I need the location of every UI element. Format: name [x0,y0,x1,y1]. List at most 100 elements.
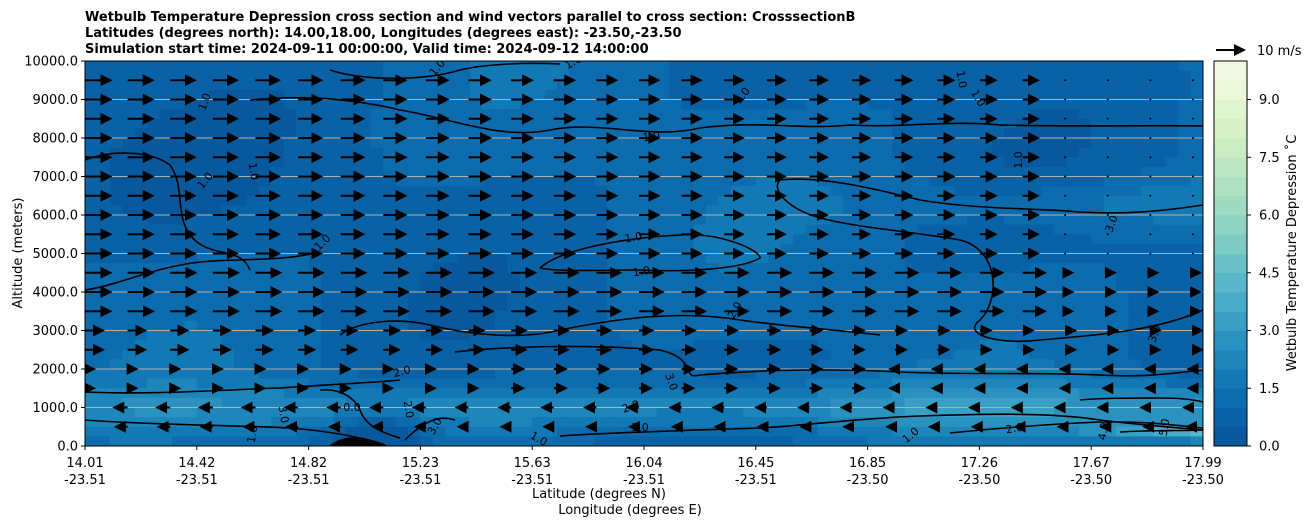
field-cell [1140,388,1154,399]
field-cell [706,224,720,235]
field-cell [892,186,906,197]
field-cell [594,70,608,81]
field-cell [494,99,508,110]
field-cell [196,436,210,446]
field-cell [296,224,310,235]
field-cell [1165,407,1179,418]
field-cell [1091,186,1105,197]
field-cell [234,205,248,216]
wind-vector [1064,233,1067,236]
field-cell [855,263,869,274]
field-cell [867,234,881,245]
field-cell [979,215,993,226]
field-cell [631,80,645,91]
title-line-3: Simulation start time: 2024-09-11 00:00:… [85,42,649,57]
field-cell [1078,128,1092,139]
field-cell [1116,118,1130,129]
field-cell [867,407,881,418]
wind-vector [1149,194,1152,197]
field-cell [929,99,943,110]
field-cell [1165,378,1179,389]
field-cell [805,234,819,245]
field-cell [817,436,831,446]
field-cell [171,99,185,110]
field-cell [1165,138,1179,149]
field-cell [258,205,272,216]
colorbar-swatch [1214,215,1247,235]
field-cell [432,157,446,168]
field-cell [631,436,645,446]
field-cell [1053,61,1067,72]
field-cell [954,436,968,446]
field-cell [445,186,459,197]
field-cell [544,109,558,120]
field-cell [979,282,993,293]
field-cell [519,292,533,303]
field-cell [693,340,707,351]
field-cell [457,99,471,110]
field-cell [308,407,322,418]
field-cell [557,147,571,158]
field-cell [134,263,148,274]
field-cell [880,61,894,72]
field-cell [1178,215,1192,226]
field-cell [892,282,906,293]
field-cell [420,147,434,158]
field-cell [942,388,956,399]
field-cell [345,253,359,264]
field-cell [855,388,869,399]
field-cell [258,138,272,149]
field-cell [457,138,471,149]
field-cell [109,99,123,110]
colorbar-swatch [1214,330,1247,351]
field-cell [793,215,807,226]
field-cell [817,330,831,341]
field-cell [1041,176,1055,187]
field-cell [1140,243,1154,255]
field-cell [432,407,446,418]
wind-vector [1192,137,1194,139]
field-cell [1029,436,1043,446]
field-cell [1004,397,1018,409]
field-cell [109,224,123,235]
field-cell [321,80,335,91]
field-cell [606,320,620,332]
field-cell [817,320,831,332]
field-cell [1004,436,1018,446]
field-cell [470,407,484,418]
field-cell [1016,80,1030,91]
field-cell [1066,243,1080,255]
field-cell [594,263,608,274]
field-cell [345,359,359,370]
field-cell [904,99,918,110]
field-cell [817,388,831,399]
field-cell [1091,215,1105,226]
field-cell [258,224,272,235]
field-cell [221,407,235,418]
field-cell [1078,118,1092,129]
field-cell [470,70,484,81]
field-cell [830,138,844,149]
field-cell [85,89,99,101]
field-cell [805,118,819,129]
field-cell [743,138,757,149]
field-cell [793,243,807,255]
field-cell [594,205,608,216]
field-cell [358,369,372,380]
field-cell [1140,340,1154,351]
field-cell [1153,388,1167,399]
field-cell [892,176,906,187]
wind-vector [1192,117,1194,120]
field-cell [917,70,931,81]
field-cell [557,349,571,360]
field-cell [557,397,571,409]
field-cell [917,272,931,283]
field-cell [122,272,136,283]
field-cell [880,109,894,120]
field-cell [1128,166,1142,178]
field-cell [594,157,608,168]
field-cell [395,253,409,264]
colorbar-swatch [1214,176,1247,197]
field-cell [768,99,782,110]
field-cell [1053,320,1067,332]
